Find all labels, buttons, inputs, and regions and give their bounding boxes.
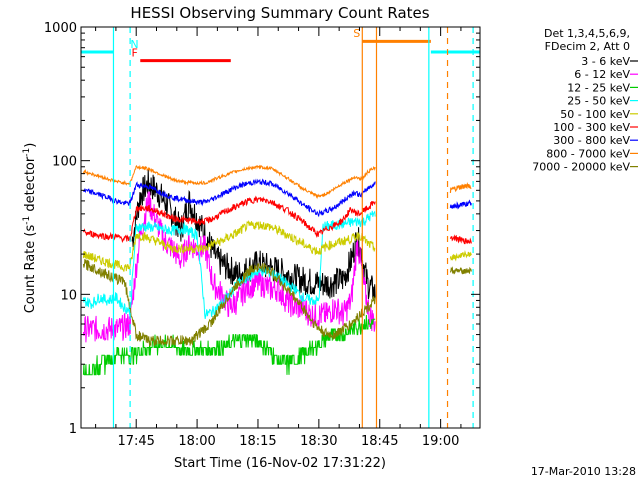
vertical-markers: [112, 27, 474, 428]
data-series: [82, 164, 472, 376]
legend-entry-label: 7000 - 20000 keV: [532, 161, 630, 174]
generated-date: 17-Mar-2010 13:28: [531, 465, 636, 478]
x-tick-label: 17:45: [117, 434, 154, 449]
observing-flags: NF S: [81, 27, 480, 63]
post-gap-line-1: [449, 199, 472, 210]
legend-entry-label: 3 - 6 keV: [581, 55, 630, 68]
x-tick-label: 18:45: [361, 434, 398, 449]
flag-label-saa: S: [353, 27, 360, 40]
y-axis-label-mid: detector: [23, 156, 38, 216]
chart-title: HESSI Observing Summary Count Rates: [130, 4, 429, 22]
legend-entry-label: 100 - 300 keV: [553, 121, 630, 134]
series-line-4: [82, 220, 376, 272]
legend-header-settings: FDecim 2, Att 0: [545, 40, 630, 53]
legend-entry-label: 800 - 7000 keV: [546, 147, 630, 160]
series-line-7: [82, 164, 376, 200]
post-gap-line-3: [449, 250, 472, 262]
y-tick-label: 1000: [44, 21, 77, 36]
legend-entry-label: 12 - 25 keV: [567, 81, 630, 94]
y-axis-label-end: ): [23, 143, 38, 148]
plot-frame: [80, 26, 481, 429]
x-tick-label: 18:00: [178, 434, 215, 449]
y-axis-label-sup2: -1: [22, 148, 32, 157]
flag-label-flare: F: [131, 47, 137, 60]
y-axis-label: Count Rate (s-1 detector-1): [22, 143, 38, 314]
y-axis-ticks: 1 10 100 1000: [44, 21, 480, 437]
series-line-2: [82, 314, 376, 376]
y-tick-label: 100: [52, 155, 77, 170]
y-axis-label-main: Count Rate (s: [23, 225, 38, 314]
series-line-5: [82, 195, 376, 243]
legend-header-detectors: Det 1,3,4,5,6,9,: [544, 27, 630, 40]
flag-label-night: N: [130, 38, 138, 51]
series-line-8: [82, 258, 376, 346]
legend-entry-label: 6 - 12 keV: [574, 68, 630, 81]
y-axis-label-sup1: -1: [22, 216, 32, 225]
legend-entry-label: 25 - 50 keV: [567, 95, 630, 108]
legend-entry-label: 300 - 800 keV: [553, 134, 630, 147]
post-gap-line-4: [449, 266, 472, 275]
post-gap-line-2: [449, 234, 472, 245]
legend-entry-label: 50 - 100 keV: [560, 108, 630, 121]
y-tick-label: 1: [69, 422, 77, 437]
x-axis-label: Start Time (16-Nov-02 17:31:22): [174, 456, 386, 471]
x-tick-label: 18:30: [300, 434, 337, 449]
x-tick-label: 18:15: [239, 434, 276, 449]
y-tick-label: 10: [60, 288, 77, 303]
legend: Det 1,3,4,5,6,9, FDecim 2, Att 0 3 - 6 k…: [532, 27, 638, 174]
post-gap-line-0: [449, 181, 472, 193]
series-line-6: [82, 178, 376, 218]
x-axis-ticks: 17:45 18:00 18:15 18:30 18:45 19:00: [95, 27, 462, 449]
x-tick-label: 19:00: [422, 434, 459, 449]
